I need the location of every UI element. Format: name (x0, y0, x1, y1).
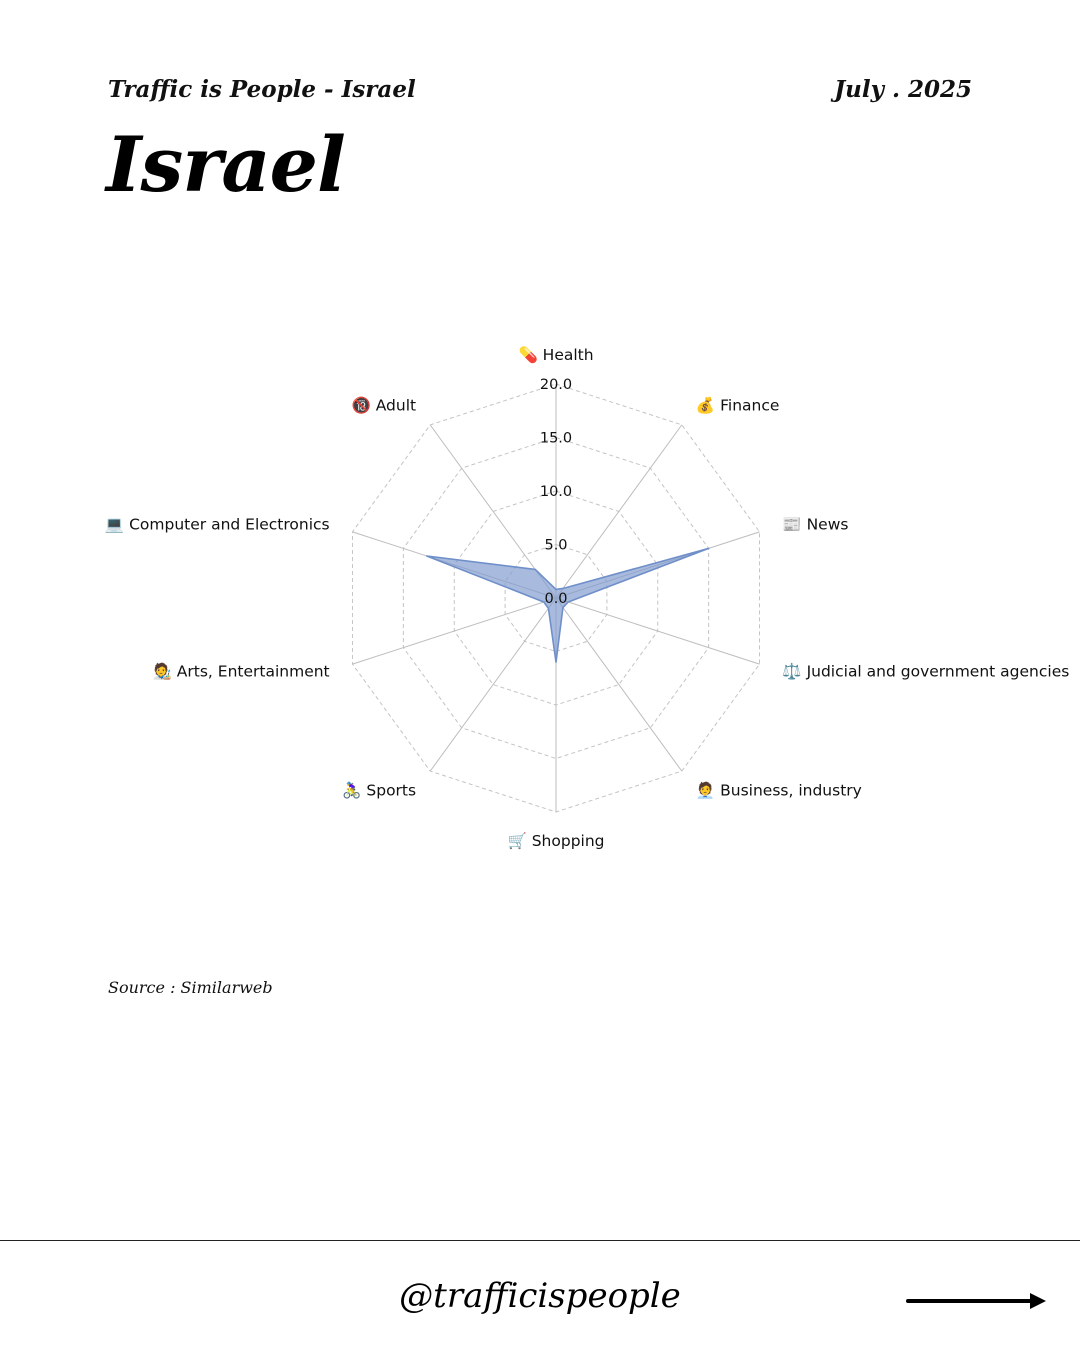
axis-spoke (555, 597, 760, 665)
tick-label: 15.0 (540, 431, 572, 447)
data-area (425, 547, 710, 664)
category-label: 💰 Finance (696, 395, 780, 414)
category-label: 🧑‍🎨 Arts, Entertainment (153, 662, 330, 681)
page-title: Israel (106, 120, 346, 209)
category-label: 🔞 Adult (351, 395, 416, 414)
axis-spoke (352, 597, 557, 665)
tick-label: 10.0 (540, 484, 572, 500)
category-label: 📰 News (782, 515, 848, 533)
axis-spoke (429, 597, 557, 772)
category-label: ⚖️ Judicial and government agencies (782, 662, 1069, 681)
radar-chart: 0.0 5.0 10.0 15.0 20.0 💊 Health 💰 Finance 📰 New… (105, 345, 1069, 850)
tick-label: 0.0 (544, 591, 567, 607)
date-label: July . 2025 (834, 76, 972, 103)
footer-divider (0, 1240, 1080, 1241)
tick-label: 20.0 (540, 377, 572, 393)
tick-label: 5.0 (544, 538, 567, 554)
category-label: 💊 Health (518, 345, 593, 364)
axis-spoke (555, 597, 683, 772)
axis-spoke (555, 424, 683, 599)
category-label: 🛒 Shopping (507, 831, 604, 850)
source-note: Source : Similarweb (108, 978, 273, 997)
right-arrow-icon[interactable] (906, 1288, 1048, 1314)
category-label: 🧑‍💼 Business, industry (696, 781, 862, 800)
category-label: 🚴‍♀️ Sports (342, 781, 416, 800)
category-label: 💻 Computer and Electronics (105, 515, 330, 533)
grid-ring (402, 436, 710, 760)
page-subtitle: Traffic is People - Israel (108, 76, 416, 103)
social-handle: @trafficispeople (399, 1276, 681, 1316)
